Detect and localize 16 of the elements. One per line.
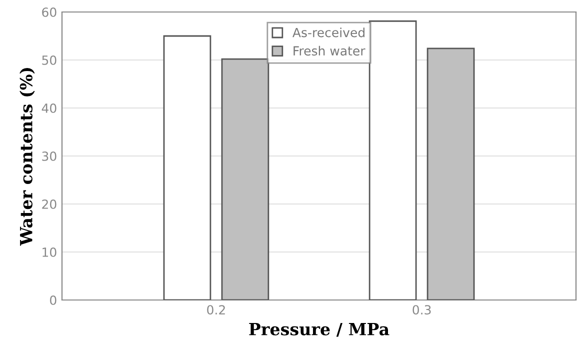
x-tick-label: 0.3 [412, 305, 431, 315]
y-axis-title: Water contents (%) [20, 68, 35, 246]
y-tick-label: 30 [42, 151, 56, 161]
y-tick-label: 10 [42, 247, 56, 257]
legend-label: Fresh water [294, 46, 366, 56]
y-tick-label: 50 [42, 55, 56, 65]
y-tick-label: 20 [42, 199, 56, 209]
x-tick-label: 0.2 [207, 305, 225, 315]
y-tick-label: 40 [42, 103, 56, 113]
bar [163, 35, 212, 300]
x-axis-title: Pressure / MPa [249, 323, 390, 337]
y-tick-label: 60 [42, 7, 56, 17]
bar [426, 48, 475, 300]
bar [221, 58, 270, 300]
y-tick-label: 0 [50, 295, 56, 305]
legend-label: As-received [292, 28, 364, 38]
